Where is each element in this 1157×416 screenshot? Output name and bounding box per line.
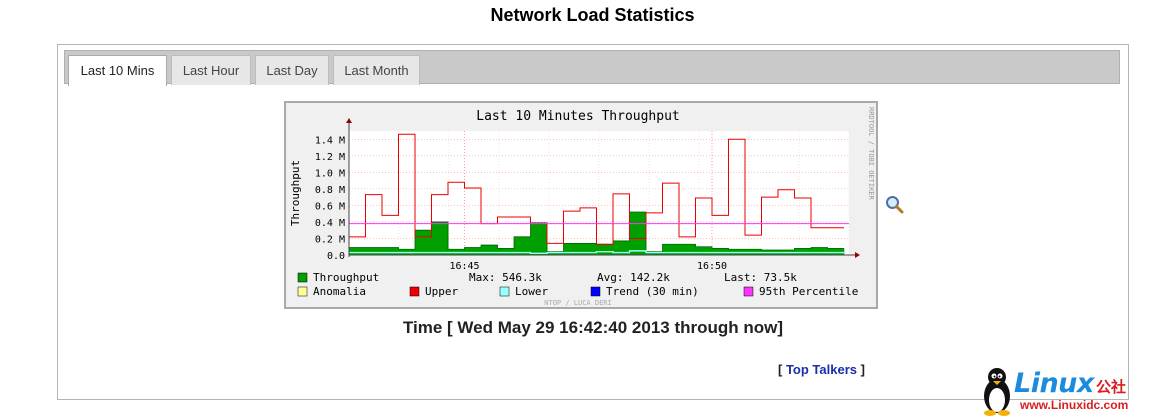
- watermark-brand-cn: 公社: [1096, 379, 1127, 396]
- stat-avg: Avg: 142.2k: [597, 271, 670, 284]
- legend-throughput: Throughput: [297, 271, 379, 284]
- svg-text:95th Percentile: 95th Percentile: [759, 285, 858, 298]
- ntop-credit: NTOP / LUCA DERI: [544, 299, 611, 307]
- watermark-logo: Linux 公社 www.Linuxidc.com: [978, 364, 1157, 416]
- throughput-bar: [811, 247, 828, 255]
- x-tick-label: 16:50: [697, 261, 727, 272]
- throughput-bar: [530, 222, 548, 255]
- throughput-bar: [695, 246, 713, 255]
- legend-trend: Trend (30 min): [590, 285, 699, 298]
- stats-panel: Last 10 Mins Last Hour Last Day Last Mon…: [57, 44, 1129, 400]
- throughput-bar: [794, 248, 812, 255]
- throughput-bar: [646, 251, 663, 255]
- x-tick-label: 16:45: [449, 261, 479, 272]
- throughput-bar: [563, 243, 581, 255]
- svg-text:Lower: Lower: [515, 285, 548, 298]
- svg-text:Trend (30 min): Trend (30 min): [606, 285, 699, 298]
- svg-text:Upper: Upper: [425, 285, 458, 298]
- throughput-bar: [415, 230, 432, 255]
- chart-series: [349, 133, 849, 255]
- y-tick-label: 0.6 M: [315, 201, 345, 212]
- y-tick-label: 0.0: [327, 251, 345, 262]
- legend-upper: Upper: [409, 285, 458, 298]
- legend-lower: Lower: [499, 285, 548, 298]
- throughput-bar: [629, 212, 647, 255]
- throughput-bar: [613, 240, 630, 255]
- rrdtool-credit: RRDTOOL / TOBI OETIKER: [867, 107, 875, 201]
- upper-line: [349, 133, 844, 245]
- y-axis-label: Throughput: [289, 160, 302, 226]
- lower-line: [349, 250, 844, 255]
- throughput-bar: [596, 244, 614, 255]
- tab-last-10-mins[interactable]: Last 10 Mins: [68, 55, 167, 86]
- throughput-chart-svg: 0.0 0.2 M 0.4 M 0.6 M 0.8 M 1.0 M 1.2 M 1.4 M 16…: [289, 107, 875, 307]
- svg-text:Throughput: Throughput: [313, 271, 379, 284]
- time-range: Time [ Wed May 29 16:42:40 2013 through …: [402, 318, 784, 337]
- y-tick-label: 0.4 M: [315, 218, 345, 229]
- throughput-graph[interactable]: 0.0 0.2 M 0.4 M 0.6 M 0.8 M 1.0 M 1.2 M 1.4 M 16…: [284, 101, 878, 309]
- throughput-bar: [662, 244, 680, 255]
- top-talkers-wrapper: [ Top Talkers ]: [778, 362, 865, 377]
- chart-title: Last 10 Minutes Throughput: [476, 109, 680, 124]
- tab-last-month[interactable]: Last Month: [333, 55, 420, 85]
- y-tick-label: 1.4 M: [315, 135, 345, 146]
- y-axis-arrow: [346, 118, 352, 123]
- throughput-bar: [382, 247, 399, 255]
- top-talkers-link[interactable]: Top Talkers: [785, 362, 857, 377]
- throughput-bar: [580, 243, 597, 255]
- x-axis-arrow: [855, 252, 860, 258]
- stat-max: Max: 546.3k: [469, 271, 542, 284]
- throughput-bar: [679, 244, 696, 255]
- bracket-open: [: [778, 362, 786, 377]
- zoom-icon[interactable]: [885, 195, 905, 220]
- throughput-bar: [712, 248, 729, 255]
- penguin-icon: [984, 368, 1010, 416]
- tab-last-hour[interactable]: Last Hour: [171, 55, 251, 85]
- throughput-bar: [481, 245, 498, 255]
- throughput-bar: [365, 247, 383, 255]
- bracket-close: ]: [857, 362, 865, 377]
- svg-text:Anomalia: Anomalia: [313, 285, 366, 298]
- legend-anomalia: Anomalia: [297, 285, 366, 298]
- page-title: Network Load Statistics: [490, 5, 695, 25]
- throughput-bar: [827, 248, 845, 255]
- y-tick-label: 0.8 M: [315, 185, 345, 196]
- y-tick-label: 0.2 M: [315, 234, 345, 245]
- chart-grid: [348, 131, 850, 255]
- stat-last: Last: 73.5k: [724, 271, 797, 284]
- legend-95th-percentile: 95th Percentile: [743, 285, 858, 298]
- watermark-url: www.Linuxidc.com: [1020, 398, 1129, 412]
- watermark-brand: Linux: [1014, 368, 1094, 399]
- tab-last-day[interactable]: Last Day: [255, 55, 329, 85]
- tab-bar: Last 10 Mins Last Hour Last Day Last Mon…: [64, 50, 1120, 86]
- throughput-bar: [464, 247, 482, 255]
- throughput-bar: [431, 221, 449, 255]
- throughput-bar: [547, 251, 564, 255]
- throughput-bar: [514, 236, 531, 255]
- y-tick-label: 1.0 M: [315, 168, 345, 179]
- throughput-bar: [349, 247, 366, 255]
- y-tick-label: 1.2 M: [315, 152, 345, 163]
- throughput-bar: [497, 248, 515, 255]
- chart-axes: 0.0 0.2 M 0.4 M 0.6 M 0.8 M 1.0 M 1.2 M 1.4 M 16…: [315, 118, 860, 272]
